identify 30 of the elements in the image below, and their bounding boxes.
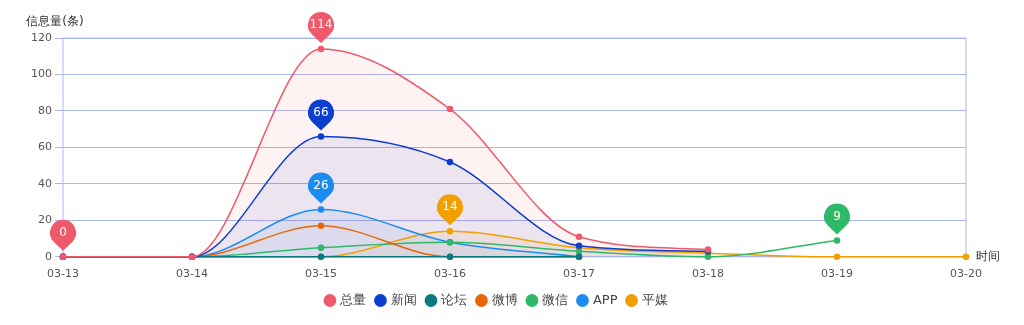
x-tick-label: 03-17 (563, 267, 595, 281)
annotation: 66 (313, 104, 329, 119)
annotation: 26 (313, 177, 329, 192)
x-tick-label: 03-19 (821, 267, 853, 281)
x-axis-title: 时间 (976, 248, 1000, 263)
legend-label: 新闻 (390, 291, 417, 307)
legend-label: 微博 (491, 291, 518, 307)
y-tick-label: 20 (38, 213, 52, 227)
y-tick-label: 80 (38, 103, 52, 117)
y-tick-label: 100 (31, 67, 52, 81)
legend-label: 总量 (339, 291, 367, 307)
legend-label: 微信 (542, 291, 569, 307)
y-tick-label: 0 (45, 249, 52, 263)
legend-label: 论坛 (441, 291, 468, 307)
annotation: 0 (59, 224, 67, 239)
x-tick-label: 03-18 (692, 267, 724, 281)
x-tick-label: 03-14 (176, 267, 208, 281)
y-axis-title: 信息量(条) (26, 14, 84, 29)
legend-label: APP (592, 291, 618, 307)
y-tick-label: 120 (31, 30, 52, 44)
x-tick-label: 03-16 (434, 267, 466, 281)
annotation: 9 (833, 208, 841, 223)
annotation: 114 (309, 17, 333, 32)
x-tick-label: 03-20 (950, 267, 982, 281)
y-tick-label: 40 (38, 176, 52, 190)
y-tick-label: 60 (38, 140, 52, 154)
legend-label: 平媒 (642, 291, 669, 307)
x-tick-label: 03-15 (305, 267, 337, 281)
annotation: 14 (442, 199, 458, 214)
x-tick-label: 03-13 (47, 267, 79, 281)
